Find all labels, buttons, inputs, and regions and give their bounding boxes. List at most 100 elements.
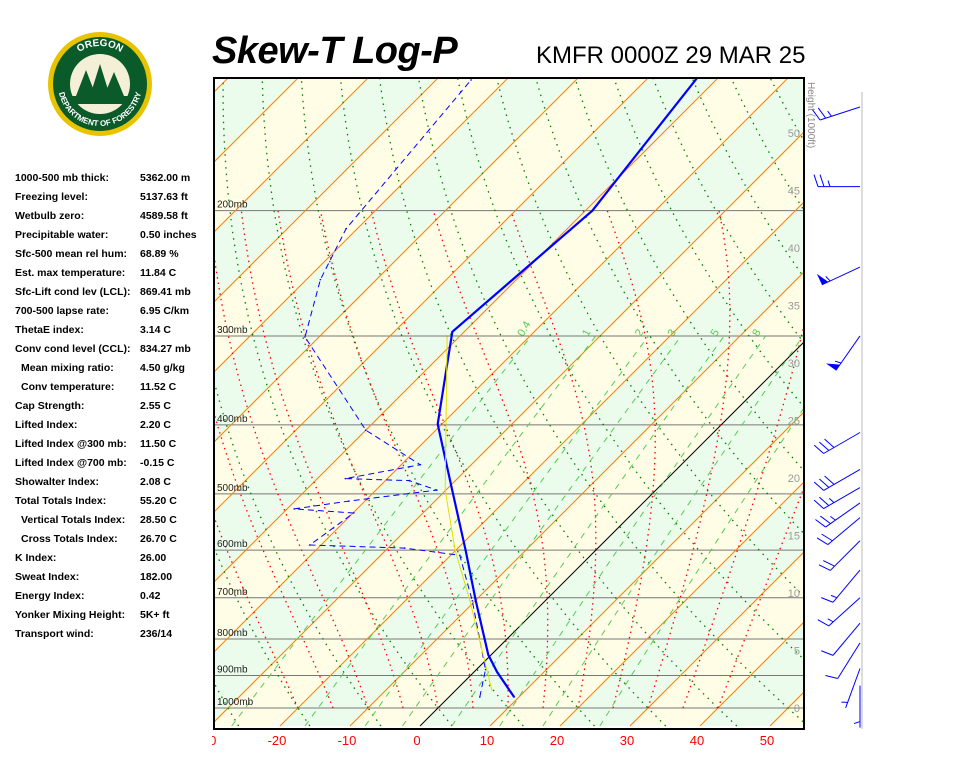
wind-barb-staff xyxy=(845,668,861,709)
wind-barb-feather xyxy=(813,174,819,187)
plot-frame xyxy=(213,77,805,730)
stat-row: Conv cond level (CCL): 834.27 mb xyxy=(15,339,211,358)
isobar-label: 600mb xyxy=(217,539,248,550)
wind-barb xyxy=(821,622,861,656)
wind-barb-feather xyxy=(821,597,834,603)
stat-value: 6.95 C/km xyxy=(140,304,190,317)
stat-value: 182.00 xyxy=(140,570,173,583)
isotherm-line xyxy=(279,201,804,727)
stat-label: Lifted Index: xyxy=(15,418,78,431)
wind-barb-staff xyxy=(837,642,861,679)
wind-barb-pennant xyxy=(826,363,840,371)
isobar-label: 800mb xyxy=(217,628,248,639)
height-label: 35 xyxy=(788,301,800,313)
temperature-point xyxy=(451,489,454,491)
wind-barb-feather xyxy=(817,619,830,627)
stat-label: Transport wind: xyxy=(15,627,94,640)
stat-label: Est. max temperature: xyxy=(15,266,126,279)
dewpoint-point xyxy=(471,600,474,602)
height-label: 15 xyxy=(788,531,800,543)
dewpoint-point xyxy=(470,79,472,81)
wind-barb-feather xyxy=(824,438,835,448)
chart-title: Skew-T Log-P xyxy=(212,30,458,72)
dewpoint-point xyxy=(319,278,322,281)
dry-adiabat xyxy=(796,53,960,726)
dewpoint-point xyxy=(304,336,306,338)
dry-adiabat xyxy=(417,78,804,724)
stat-row: Sfc-500 mean rel hum: 68.89 % xyxy=(15,244,211,263)
stat-row: Freezing level: 5137.63 ft xyxy=(15,187,211,206)
isotherm-line xyxy=(349,271,804,727)
dry-adiabat xyxy=(835,53,960,726)
height-label: 50 xyxy=(788,128,800,140)
stat-row: Mean mixing ratio: 4.50 g/kg xyxy=(15,358,211,377)
dewpoint-point xyxy=(352,512,355,514)
wind-barb-feather xyxy=(824,475,835,485)
mixing-ratio-label: 2 xyxy=(633,327,646,338)
wind-barb xyxy=(813,174,860,188)
x-tick-label: 0 xyxy=(413,733,420,748)
mixing-ratio-label: 8 xyxy=(750,327,763,338)
stat-value: 236/14 xyxy=(140,627,173,640)
wind-barb xyxy=(813,487,861,510)
stat-label: Showalter Index: xyxy=(15,475,100,488)
stat-row: Lifted Index: 2.20 C xyxy=(15,415,211,434)
mixing-ratio-label: 5 xyxy=(709,327,722,338)
parcel-point xyxy=(446,336,448,338)
stat-value: 3.14 C xyxy=(140,323,171,336)
stat-label: ThetaE index: xyxy=(15,323,84,336)
stat-value: 11.52 C xyxy=(140,380,177,393)
height-label: 40 xyxy=(788,243,800,255)
isobar-label: 700mb xyxy=(217,587,248,598)
dewpoint-point xyxy=(364,429,367,432)
wind-barb-feather xyxy=(823,560,835,567)
wind-barb-feather xyxy=(817,107,827,119)
isotherm-line xyxy=(214,78,369,233)
stat-label: Vertical Totals Index: xyxy=(21,513,126,526)
stat-value: 869.41 mb xyxy=(140,285,191,298)
stat-label: Cross Totals Index: xyxy=(21,532,118,545)
stat-row: Lifted Index @300 mb: 11.50 C xyxy=(15,434,211,453)
moist-adiabat xyxy=(606,210,656,709)
dry-adiabat xyxy=(52,53,167,726)
stat-value: 5362.00 m xyxy=(140,171,191,184)
height-axis-title: Height (1000ft) xyxy=(805,82,816,148)
parcel-point xyxy=(491,689,493,691)
x-tick-label: 50 xyxy=(760,733,774,748)
stat-row: Wetbulb zero: 4589.58 ft xyxy=(15,206,211,225)
stat-row: Sweat Index: 182.00 xyxy=(15,567,211,586)
temperature-point xyxy=(496,671,498,673)
wind-barb xyxy=(813,468,861,491)
wind-barb-staff xyxy=(827,517,861,545)
stat-label: Conv cond level (CCL): xyxy=(15,342,131,355)
dewpoint-point xyxy=(347,500,350,502)
stat-value: 55.20 C xyxy=(140,494,177,507)
dewpoint-point xyxy=(293,508,295,510)
wind-barb-staff xyxy=(828,597,861,627)
moist-adiabat xyxy=(240,210,404,709)
wind-barb xyxy=(817,597,861,627)
moist-adiabat xyxy=(319,210,474,709)
x-tick-label: 10 xyxy=(480,733,494,748)
dewpoint-point xyxy=(484,668,487,671)
stat-value: 4.50 g/kg xyxy=(140,361,185,374)
wind-barb-staff xyxy=(829,540,861,571)
mixing-ratio-line xyxy=(364,335,649,727)
x-tick-label: -30 xyxy=(198,733,217,748)
dewpoint-point xyxy=(309,544,311,546)
wind-barb-feather xyxy=(825,675,838,679)
stat-row: Transport wind: 236/14 xyxy=(15,624,211,643)
stat-label: 1000-500 mb thick: xyxy=(15,171,109,184)
isotherm-line xyxy=(489,411,804,727)
stat-row: Energy Index: 0.42 xyxy=(15,586,211,605)
stat-label: Conv temperature: xyxy=(21,380,115,393)
wind-barb-half-feather xyxy=(827,618,834,623)
moist-adiabat xyxy=(510,210,597,709)
stat-value: 0.42 xyxy=(140,589,161,602)
temperature-band xyxy=(214,131,804,727)
stat-label: Sweat Index: xyxy=(15,570,80,583)
mixing-ratio-label: 1 xyxy=(580,327,593,338)
height-label: 25 xyxy=(788,416,800,428)
isobar-label: 500mb xyxy=(217,483,248,494)
